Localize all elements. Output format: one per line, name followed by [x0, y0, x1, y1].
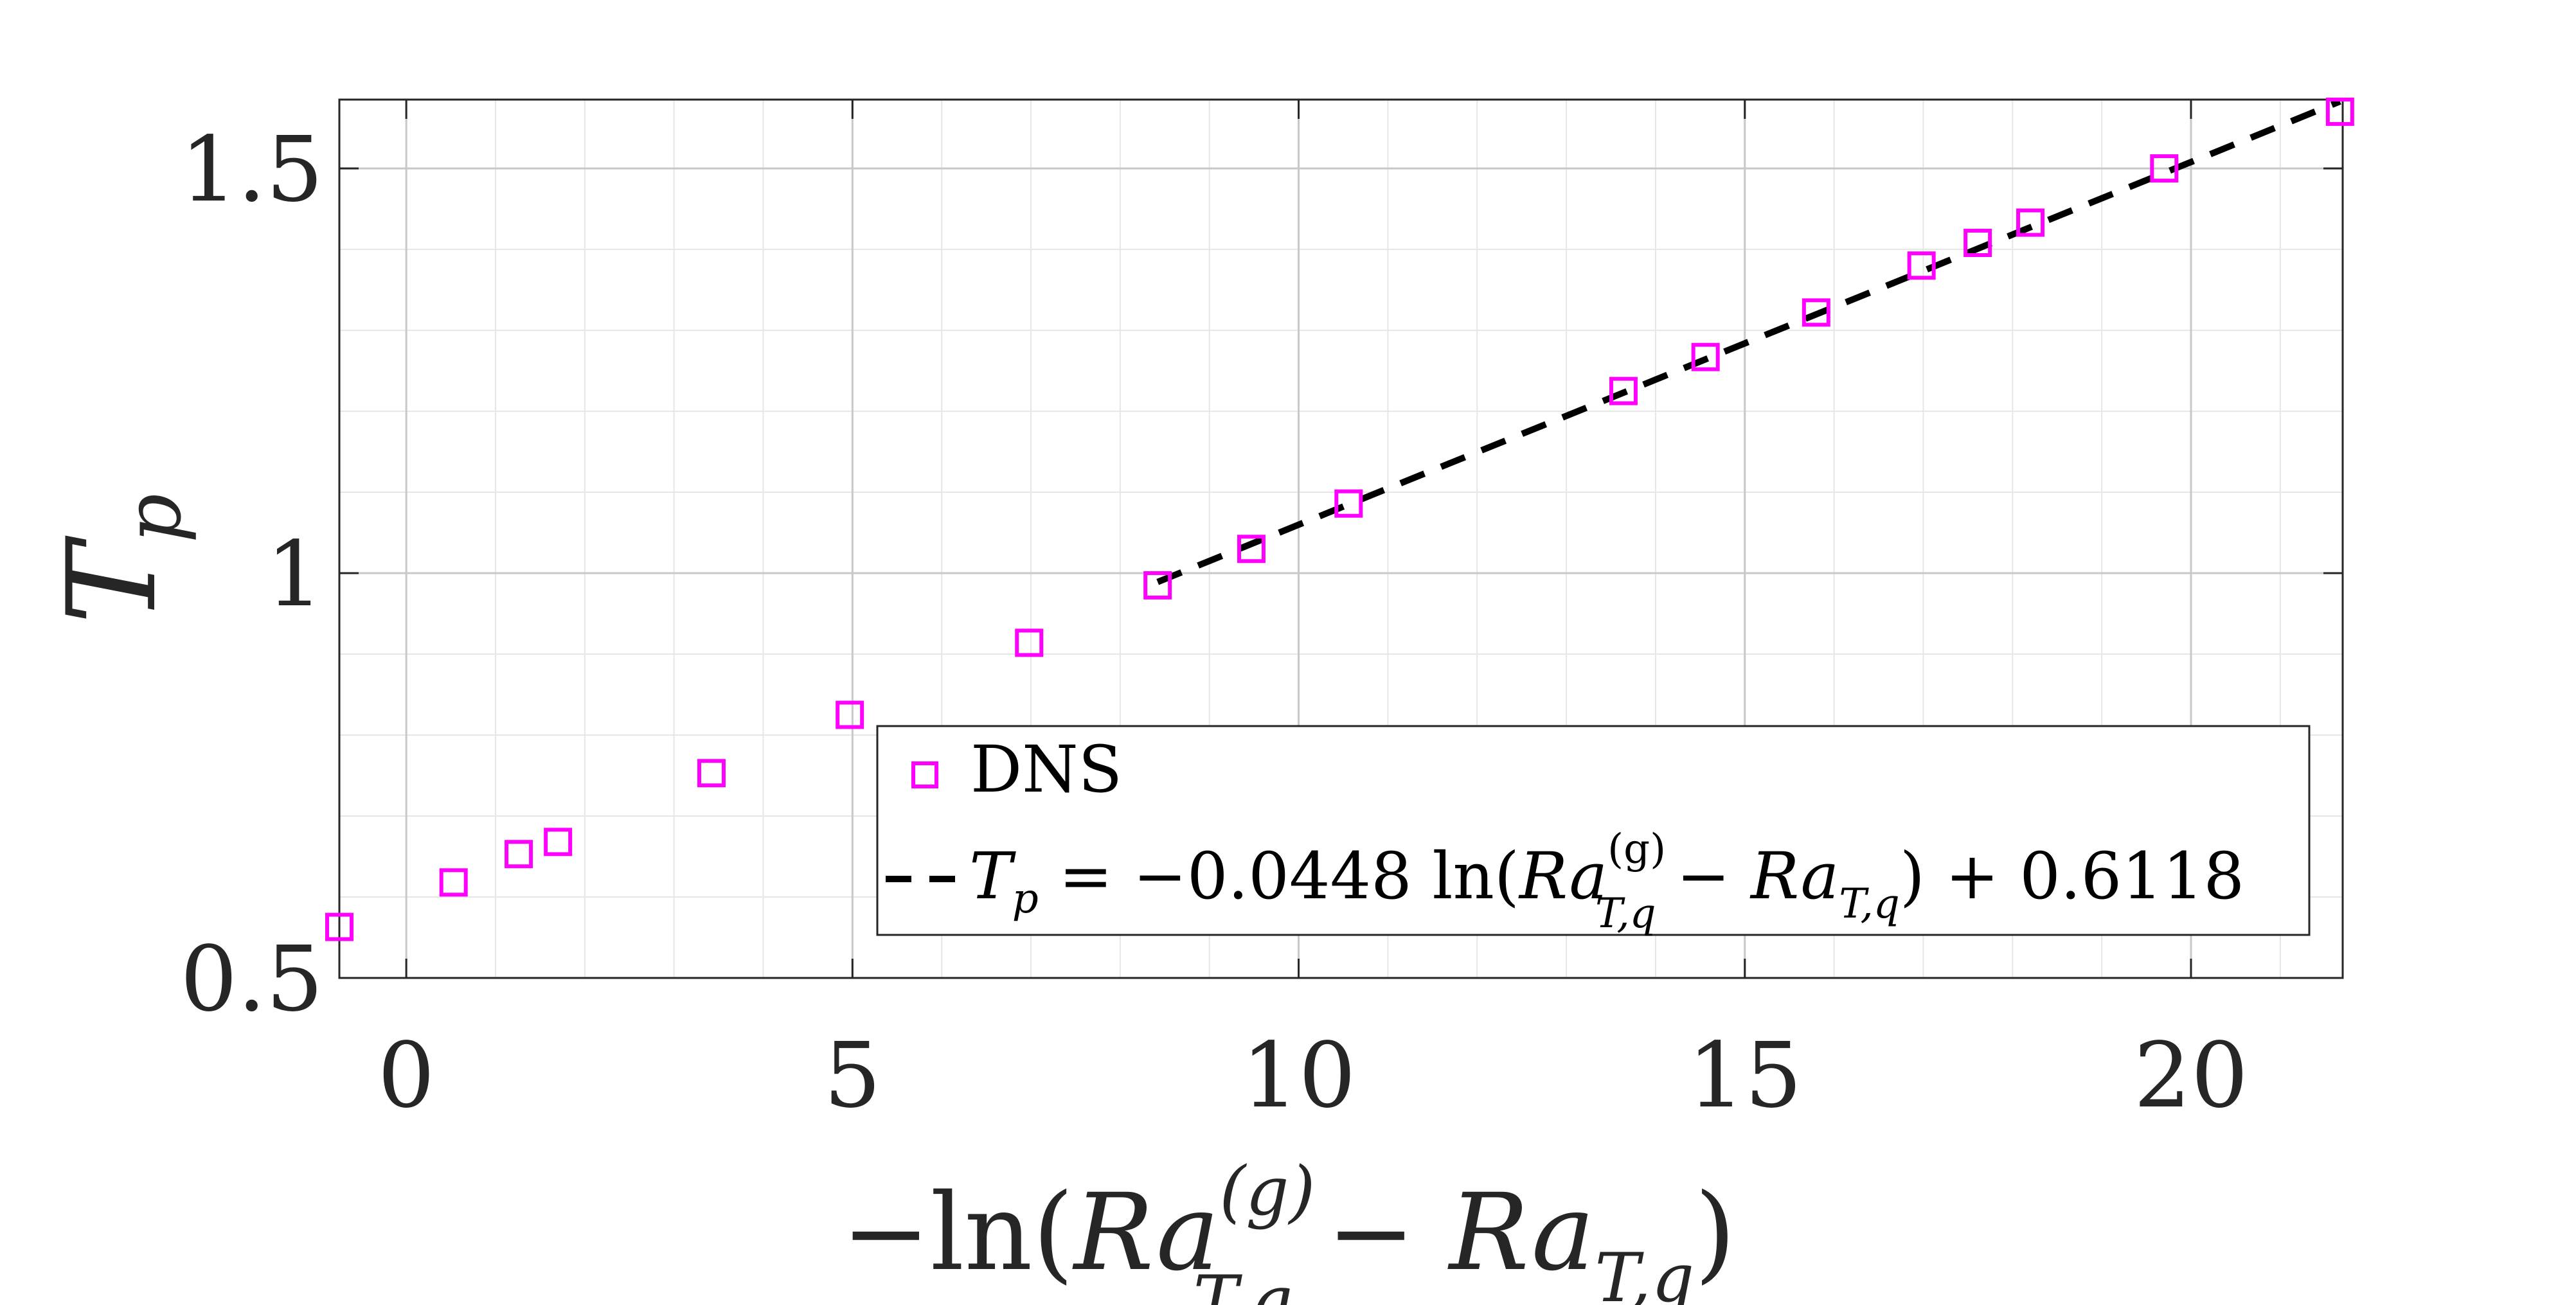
dns-marker-layer [325, 97, 2354, 941]
y-axis-label: Tp [41, 493, 199, 625]
dns-data-point [439, 868, 468, 897]
dns-data-point [2325, 97, 2354, 126]
dns-data-point [2150, 154, 2179, 183]
x-tick-label: 20 [2134, 1024, 2248, 1128]
x-tick-label: 10 [1241, 1024, 1355, 1128]
dns-data-point [697, 759, 726, 788]
legend-box [876, 725, 2311, 936]
fit-line [1156, 98, 2341, 585]
dns-data-point [2016, 208, 2045, 237]
plot-frame [338, 98, 2344, 979]
x-tick-label: 15 [1688, 1024, 1802, 1128]
legend-dns-marker [911, 761, 938, 788]
dns-data-point [1691, 342, 1720, 371]
dns-data-point [1015, 628, 1044, 657]
y-tick-label: 1.5 [180, 118, 323, 222]
dns-data-point [1237, 535, 1266, 564]
legend: DNS Tp = −0.0448 ln(Ra(g) T,q − RaT,q) + … [876, 725, 2311, 937]
dns-data-point [836, 700, 864, 729]
fit-line-layer [1156, 98, 2341, 585]
axis-ticks: 0 5 10 15 20 0.5 1 1.5 [180, 100, 2343, 1128]
x-axis-label: −ln(Ra(g) T,q − RaT,q) [841, 1152, 1736, 1305]
legend-fit-label: Tp = −0.0448 ln(Ra(g) T,q − RaT,q) + 0.61… [969, 826, 2244, 937]
dns-data-point [544, 828, 573, 857]
y-tick-label: 0.5 [180, 927, 323, 1032]
legend-dns-label: DNS [970, 732, 1122, 807]
dns-data-point [1334, 489, 1363, 518]
dns-data-point [1143, 571, 1172, 599]
dns-data-point [1963, 229, 1992, 258]
y-tick-label: 1 [266, 522, 323, 627]
dns-data-point [1802, 298, 1830, 327]
x-tick-label: 0 [378, 1024, 435, 1128]
dns-data-point [1609, 377, 1638, 405]
x-tick-label: 5 [824, 1024, 881, 1128]
dns-data-point [1907, 251, 1936, 280]
dns-data-point [505, 840, 533, 869]
dns-data-point [325, 912, 353, 941]
